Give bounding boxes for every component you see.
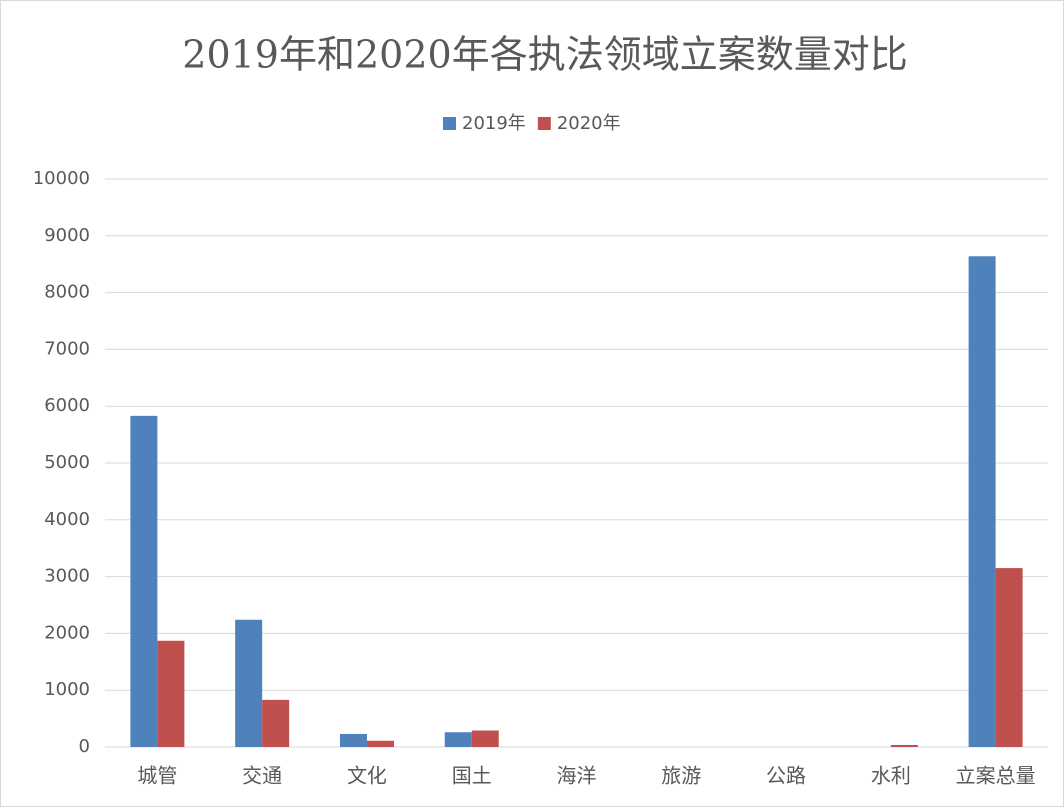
y-tick-label: 10000 (33, 168, 90, 189)
bar (339, 733, 367, 747)
x-tick-label: 文化 (347, 764, 387, 788)
x-tick-label: 国土 (452, 764, 492, 788)
y-tick-label: 8000 (44, 282, 90, 303)
bar (444, 732, 472, 747)
bar (235, 619, 263, 747)
y-tick-label: 2000 (44, 622, 90, 643)
y-tick-label: 7000 (44, 338, 90, 359)
y-tick-label: 0 (79, 736, 90, 757)
x-tick-label: 水利 (871, 764, 911, 788)
bar (890, 745, 918, 747)
x-tick-label: 旅游 (661, 764, 701, 788)
x-tick-label: 立案总量 (956, 764, 1036, 788)
x-tick-label: 公路 (766, 764, 806, 788)
y-tick-label: 1000 (44, 679, 90, 700)
legend-swatch (443, 117, 456, 130)
x-tick-label: 海洋 (557, 764, 597, 788)
legend-label: 2020年 (557, 113, 621, 134)
bar (471, 730, 499, 747)
y-tick-label: 3000 (44, 566, 90, 587)
bar (968, 256, 996, 747)
bar (262, 699, 290, 747)
x-tick-label: 交通 (242, 764, 282, 788)
y-tick-label: 9000 (44, 225, 90, 246)
x-tick-label: 城管 (137, 764, 177, 788)
bar (130, 415, 158, 747)
legend-swatch (537, 117, 551, 130)
chart-title: 2019年和2020年各执法领域立案数量对比 (182, 33, 907, 77)
y-tick-label: 5000 (44, 452, 90, 473)
y-tick-label: 4000 (44, 509, 90, 530)
bar (366, 740, 394, 747)
legend-label: 2019年 (462, 113, 526, 134)
bar (157, 640, 185, 747)
y-tick-label: 6000 (44, 395, 90, 416)
bar (995, 568, 1023, 747)
